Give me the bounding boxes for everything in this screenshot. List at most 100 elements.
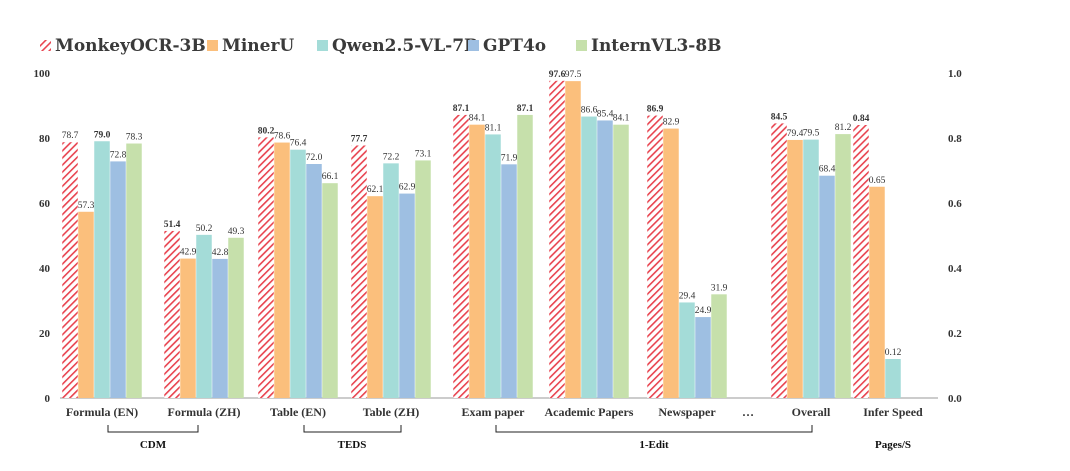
- bar-internvl3-8b: [126, 143, 142, 398]
- bar-value-label: 0.84: [853, 114, 870, 124]
- bar-internvl3-8b: [711, 294, 727, 398]
- y-right-tick-label: 0.4: [948, 263, 962, 275]
- axes: 0 20 40 60 80 100 0.0 0.2 0.4 0.6 0.8 1.0 Formula (E…: [34, 68, 963, 419]
- y-right-tick-label: 1.0: [948, 68, 962, 80]
- y-left-tick-label: 20: [39, 328, 51, 340]
- bar-monkeyocr-3b: [164, 230, 180, 398]
- y-left-tick-label: 60: [39, 198, 51, 210]
- bar-value-label: 77.7: [351, 134, 368, 144]
- bar-value-label: 62.1: [367, 185, 384, 195]
- group-label: CDM: [140, 439, 167, 451]
- bar-internvl3-8b: [517, 114, 533, 399]
- legend-swatch-monkeyocr-3b: [40, 40, 51, 51]
- bar-monkeyocr-3b: [351, 145, 367, 398]
- group-bracket: [495, 425, 813, 433]
- bar-value-label: 82.9: [663, 118, 680, 128]
- y-left-tick-label: 100: [34, 68, 51, 80]
- x-tick-label: Infer Speed: [863, 405, 923, 419]
- bar-mineru: [663, 128, 679, 398]
- y-left-tick-label: 80: [39, 133, 51, 145]
- bar-mineru: [274, 142, 290, 398]
- bar-monkeyocr-3b: [258, 137, 274, 398]
- bar-value-label: 42.8: [212, 248, 229, 258]
- value-labels: 78.7 57.3 79.0 72.8 78.3 51.4 42.9 50.2 42.8 49.3…: [62, 70, 902, 358]
- bar-qwen2-5-vl-7b: [485, 134, 501, 399]
- legend-label: GPT4o: [483, 36, 546, 56]
- y-right-tick-label: 0.6: [948, 198, 962, 210]
- bar-monkeyocr-3b: [771, 123, 787, 398]
- legend-swatch-gpt4o: [468, 40, 479, 51]
- bar-qwen2-5-vl-7b: [803, 139, 819, 398]
- bar-value-label: 72.8: [110, 150, 127, 160]
- bar-monkeyocr-3b: [549, 80, 565, 399]
- bar-value-label: 29.4: [679, 291, 696, 301]
- x-tick-label: …: [742, 405, 754, 419]
- group-brackets: CDM TEDS 1-Edit Pages/S: [107, 425, 911, 451]
- bar-value-label: 31.9: [711, 283, 728, 293]
- bar-value-label: 81.1: [485, 123, 502, 133]
- bar-mineru: [78, 211, 94, 398]
- bar-internvl3-8b: [322, 183, 338, 398]
- bar-value-label: 24.9: [695, 306, 712, 316]
- bar-value-label: 84.1: [469, 114, 486, 124]
- y-right-tick-label: 0.2: [948, 328, 962, 340]
- bar-qwen2-5-vl-7b: [290, 149, 306, 398]
- bar-value-label: 79.0: [94, 130, 111, 140]
- legend-swatch-mineru: [207, 40, 218, 51]
- bar-value-label: 84.1: [613, 114, 630, 124]
- bar-value-label: 68.4: [819, 165, 836, 175]
- y-left-tick-label: 0: [45, 393, 51, 405]
- bar-mineru: [469, 124, 485, 399]
- bar-value-label: 78.6: [274, 132, 291, 142]
- bar-mineru: [367, 196, 383, 398]
- bar-value-label: 72.2: [383, 152, 400, 162]
- bar-value-label: 50.2: [196, 224, 213, 234]
- bar-value-label: 78.3: [126, 133, 143, 143]
- bar-value-label: 97.5: [565, 70, 582, 80]
- bar-value-label: 78.7: [62, 131, 79, 141]
- bar-gpt4o: [501, 164, 517, 398]
- bar-monkeyocr-3b: [453, 114, 469, 399]
- bar-value-label: 84.5: [771, 112, 788, 122]
- bar-monkeyocr-3b: [853, 125, 869, 398]
- x-tick-label: Table (ZH): [363, 405, 420, 419]
- bar-value-label: 87.1: [517, 104, 534, 114]
- bar-qwen2-5-vl-7b: [581, 116, 597, 399]
- x-tick-label: Exam paper: [462, 405, 526, 419]
- bar-value-label: 79.5: [803, 129, 820, 139]
- bar-value-label: 73.1: [415, 149, 432, 159]
- group-bracket: [303, 425, 402, 433]
- bar-monkeyocr-3b: [62, 142, 78, 398]
- legend-swatch-qwen2-5-vl-7b: [317, 40, 328, 51]
- bar-value-label: 86.6: [581, 106, 598, 116]
- group-bracket: [107, 425, 199, 433]
- bar-mineru: [180, 258, 196, 398]
- legend: MonkeyOCR-3B MinerU Qwen2.5-VL-7B GPT4o Inte…: [40, 36, 722, 56]
- bar-qwen2-5-vl-7b: [94, 141, 110, 398]
- x-tick-label: Table (EN): [270, 405, 326, 419]
- x-tick-label: Newspaper: [658, 405, 716, 419]
- legend-label: Qwen2.5-VL-7B: [332, 36, 478, 56]
- x-tick-label: Formula (EN): [66, 405, 138, 419]
- legend-label: InternVL3-8B: [591, 36, 722, 56]
- group-label: TEDS: [338, 439, 367, 451]
- bar-value-label: 80.2: [258, 126, 275, 136]
- y-right-tick-label: 0.0: [948, 393, 962, 405]
- x-tick-label: Formula (ZH): [168, 405, 241, 419]
- y-right-tick-label: 0.8: [948, 133, 962, 145]
- bar-qwen2-5-vl-7b: [383, 163, 399, 398]
- bar-value-label: 62.9: [399, 183, 416, 193]
- bar-internvl3-8b: [415, 160, 431, 398]
- bar-mineru: [565, 81, 581, 398]
- legend-label: MonkeyOCR-3B: [55, 36, 206, 56]
- bar-value-label: 86.9: [647, 105, 664, 115]
- bar-mineru: [787, 139, 803, 398]
- bar-gpt4o: [306, 164, 322, 398]
- group-label: 1-Edit: [639, 439, 669, 451]
- bar-gpt4o: [399, 193, 415, 398]
- bar-value-label: 76.4: [290, 139, 307, 149]
- bar-value-label: 66.1: [322, 172, 339, 182]
- bar-gpt4o: [110, 161, 126, 398]
- bar-value-label: 72.0: [306, 153, 323, 163]
